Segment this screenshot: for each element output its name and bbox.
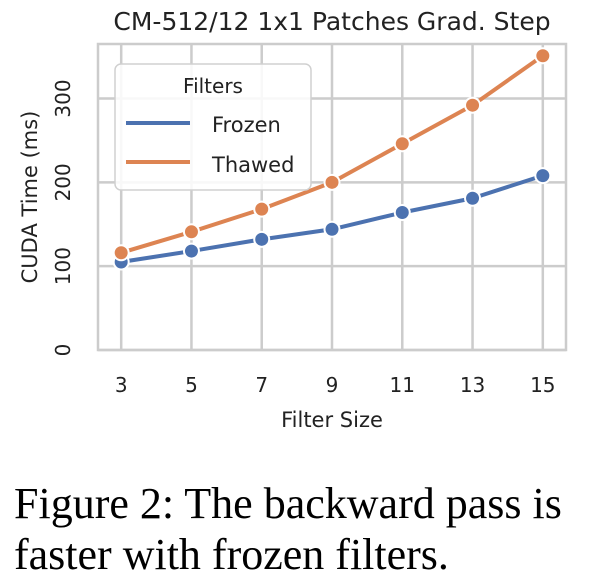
legend-label-frozen: Frozen [212, 113, 281, 137]
x-tick-label: 3 [115, 373, 128, 397]
data-point-frozen [323, 220, 341, 238]
data-point-thawed [534, 47, 552, 65]
y-axis-label: CUDA Time (ms) [18, 111, 42, 284]
x-tick-label: 13 [460, 373, 485, 397]
series-layer [112, 47, 552, 271]
x-tick-label: 5 [185, 373, 198, 397]
x-tick-label: 11 [390, 373, 415, 397]
data-point-frozen [464, 189, 482, 207]
data-point-thawed [393, 135, 411, 153]
grid [98, 44, 566, 352]
x-tick-label: 9 [326, 373, 339, 397]
x-tick-label: 15 [530, 373, 555, 397]
chart-title: CM-512/12 1x1 Patches Grad. Step [113, 7, 550, 36]
data-point-frozen [182, 242, 200, 260]
y-tick-label: 100 [51, 247, 75, 285]
x-tick-label: 7 [255, 373, 268, 397]
legend-box [114, 63, 312, 191]
y-tick-label: 200 [51, 163, 75, 201]
legend-title: Filters [183, 74, 243, 98]
legend-label-thawed: Thawed [211, 153, 294, 177]
y-tick-label: 300 [51, 79, 75, 117]
data-point-frozen [534, 167, 552, 185]
x-axis-label: Filter Size [281, 408, 383, 432]
data-point-frozen [393, 204, 411, 222]
legend: Filters Frozen Thawed [114, 63, 312, 191]
data-point-thawed [182, 223, 200, 241]
x-tick-labels: 3 5 7 9 11 13 15 [115, 373, 556, 397]
line-chart: CM-512/12 1x1 Patches Grad. Step 3 5 7 9 11 1… [18, 7, 568, 432]
data-point-thawed [323, 173, 341, 191]
data-point-frozen [253, 230, 271, 248]
data-point-thawed [253, 200, 271, 218]
figure-caption: Figure 2: The backward pass is faster wi… [14, 479, 562, 579]
y-tick-label: 0 [51, 344, 75, 357]
data-point-thawed [112, 244, 130, 262]
data-point-thawed [464, 96, 482, 114]
y-tick-labels: 0 100 200 300 [51, 79, 75, 356]
